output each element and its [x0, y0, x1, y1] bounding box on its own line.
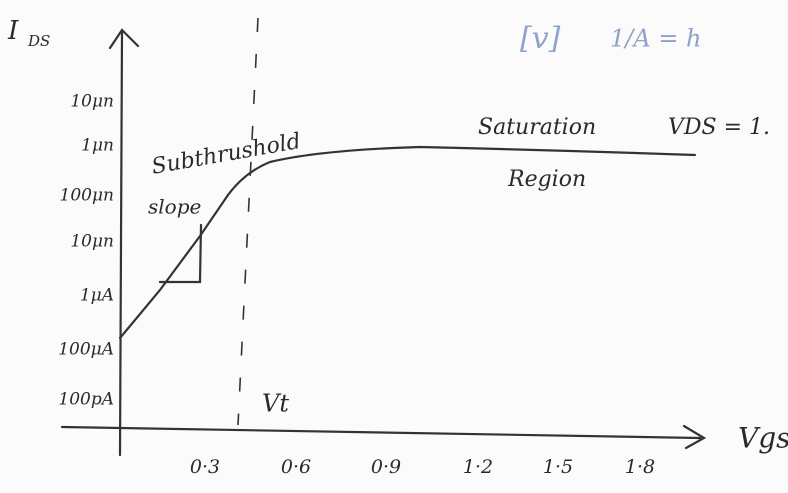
annotation: Vt	[262, 390, 289, 418]
annotation: Region	[507, 167, 586, 192]
y-axis-label: 100μn	[60, 186, 114, 206]
x-axis-label: 0·6	[281, 456, 311, 478]
annotation: Subthrushold	[150, 129, 303, 180]
y-axis-label: 100pA	[58, 390, 114, 410]
y-label: I	[7, 16, 19, 46]
top-mark: 1/A = h	[610, 25, 702, 53]
x-axis-label: 0·9	[371, 456, 401, 478]
y-axis-label: 10μn	[70, 92, 114, 112]
x-label: Vgs	[738, 422, 788, 455]
x-axis-label: 1·5	[543, 456, 573, 478]
x-axis	[62, 426, 704, 448]
y-axis-label: 100μA	[58, 340, 114, 360]
annotation: Saturation	[478, 115, 596, 140]
id-curve	[120, 147, 695, 338]
annotation: slope	[148, 195, 201, 219]
y-axis-label: 1μA	[80, 286, 114, 306]
slope-triangle	[160, 225, 201, 282]
y-axis-label: 10μn	[70, 232, 114, 252]
x-axis-label: 1·8	[625, 456, 655, 478]
x-axis-label: 0·3	[190, 456, 220, 478]
top-mark: [v]	[520, 21, 561, 56]
y-axis	[110, 30, 138, 455]
y-axis-label: 1μn	[81, 136, 114, 156]
x-axis-label: 1·2	[463, 456, 493, 478]
y-label-sub: DS	[27, 32, 50, 50]
vt-line	[238, 18, 258, 425]
annotation: VDS = 1.	[668, 115, 770, 140]
sketch: [v] 1/A = h I DS 10μn 1μn 100μn 10μn 1μA 100μ…	[0, 0, 788, 493]
